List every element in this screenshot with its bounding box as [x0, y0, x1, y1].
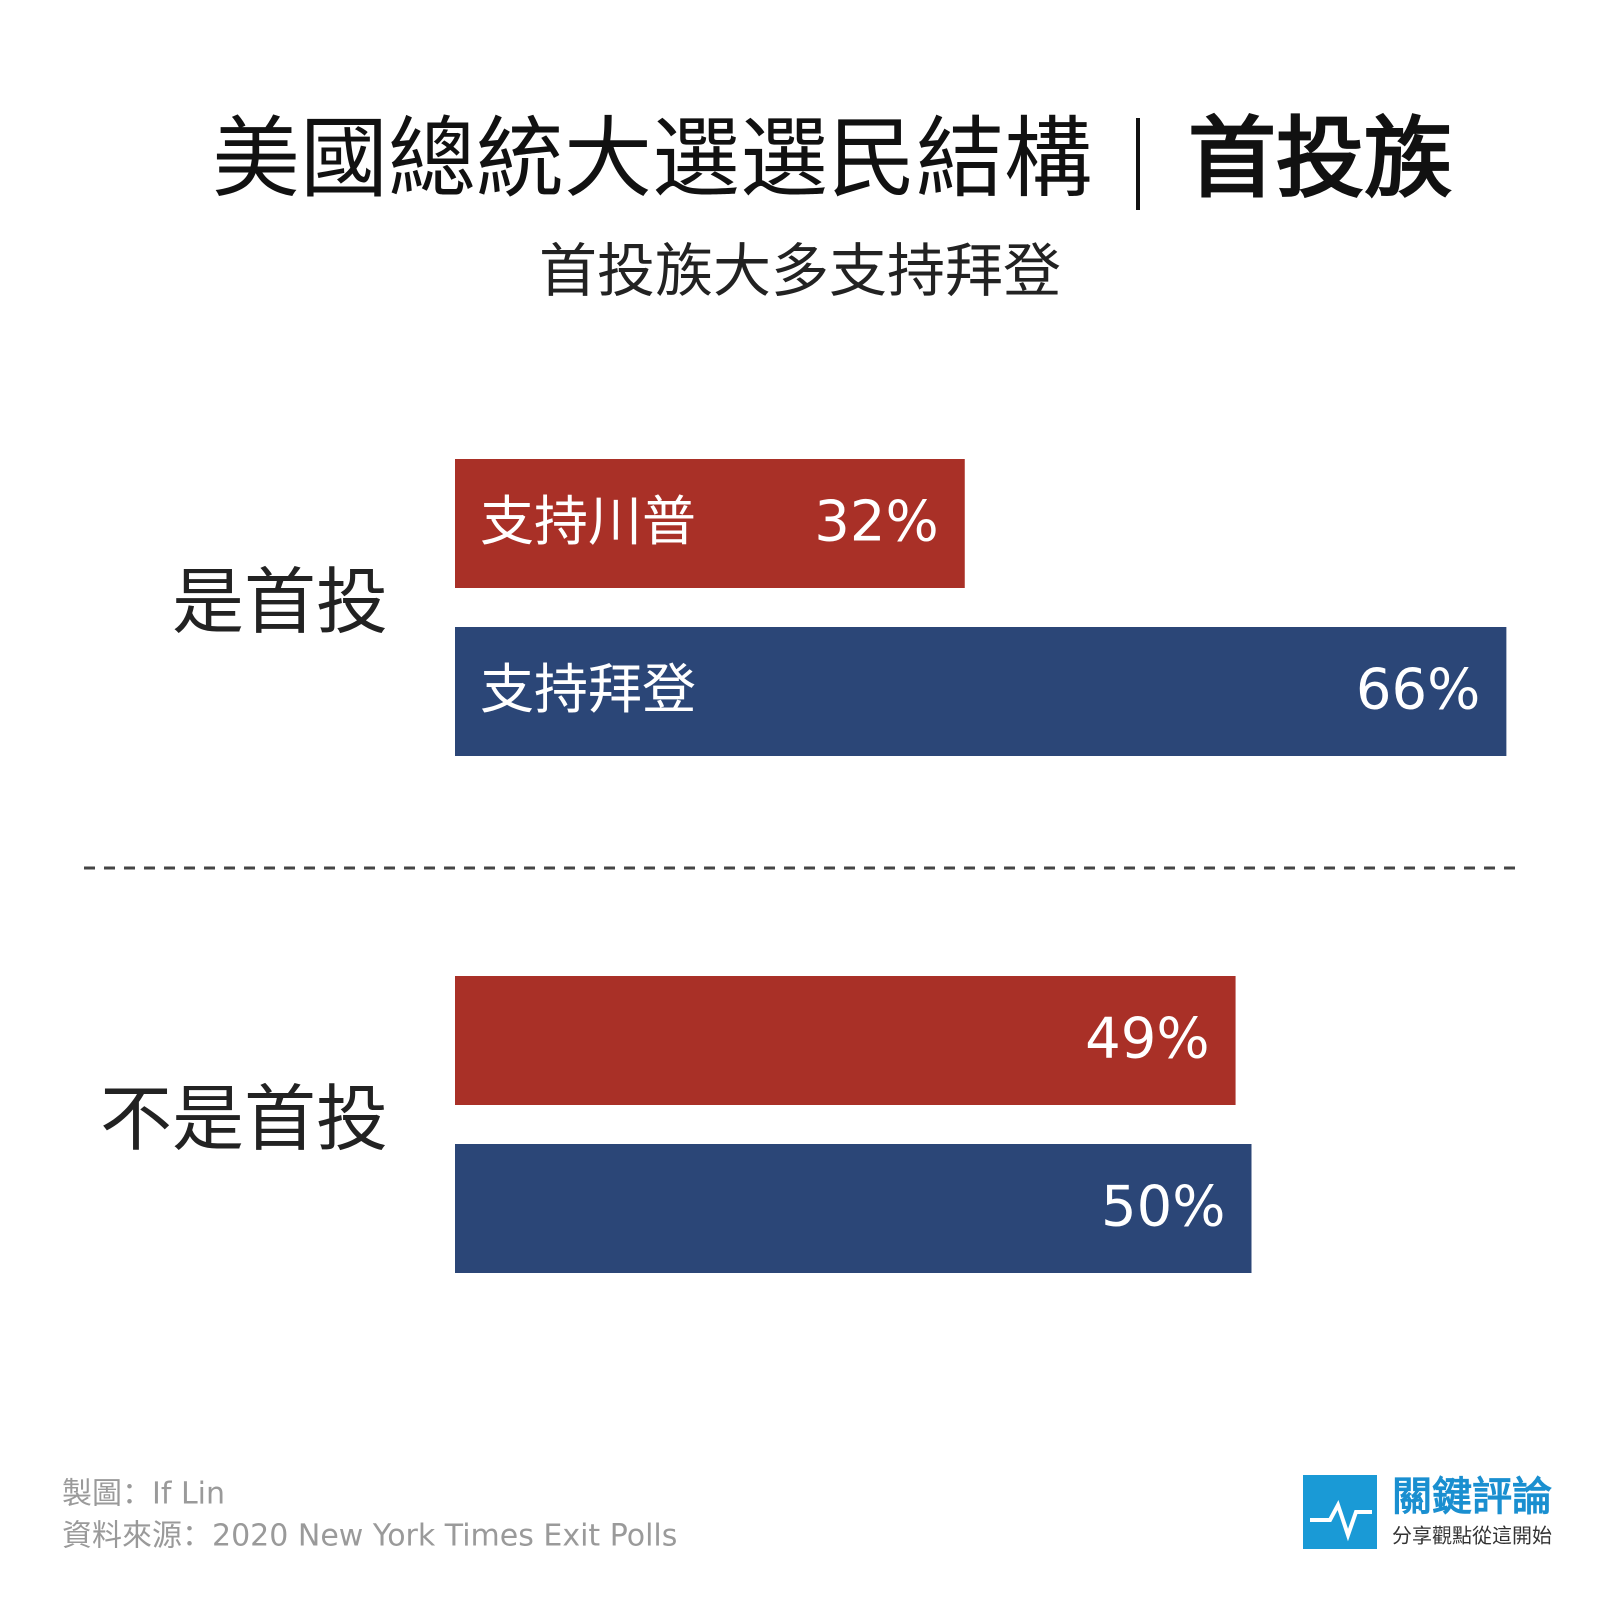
legend-label: 支持川普: [480, 490, 696, 553]
category-label: 不是首投: [100, 1077, 388, 1161]
chart-subtitle: 首投族大多支持拜登: [539, 237, 1061, 305]
logo-slogan: 分享觀點從這開始: [1392, 1524, 1552, 1548]
logo-name: 關鍵評論: [1392, 1474, 1552, 1520]
value-label: 50%: [1101, 1175, 1225, 1240]
value-label: 32%: [814, 490, 938, 555]
chart-title-highlight: 首投族: [1188, 107, 1452, 210]
value-label: 66%: [1356, 658, 1480, 723]
bar: [455, 976, 1236, 1105]
credit: 製圖：If Lin: [62, 1477, 225, 1512]
bar: [455, 627, 1507, 756]
chart-title: 美國總統大選選民結構: [212, 107, 1092, 210]
bar: [455, 1144, 1252, 1273]
credit: 資料來源：2020 New York Times Exit Polls: [62, 1519, 677, 1554]
bar: [455, 459, 965, 588]
category-label: 是首投: [172, 560, 388, 644]
logo-pulse: [1310, 1499, 1372, 1542]
value-label: 49%: [1085, 1007, 1209, 1072]
legend-label: 支持拜登: [480, 658, 696, 721]
